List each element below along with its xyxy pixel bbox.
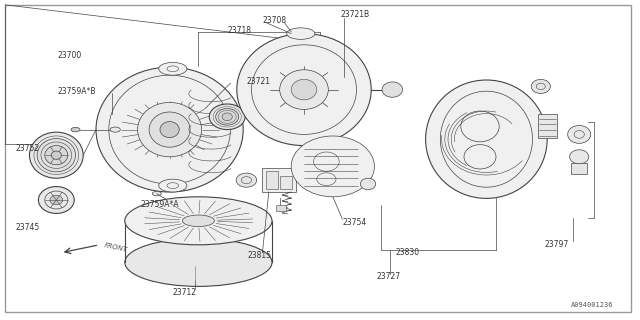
Bar [276, 205, 286, 211]
Ellipse shape [71, 127, 80, 132]
Ellipse shape [236, 173, 257, 187]
Text: 23797: 23797 [545, 240, 569, 249]
Text: 23727: 23727 [376, 272, 401, 281]
Ellipse shape [426, 80, 547, 198]
Bar [538, 114, 557, 138]
Text: A094001236: A094001236 [571, 302, 613, 308]
Text: 23759A*A: 23759A*A [141, 200, 179, 209]
Text: 23815: 23815 [247, 252, 271, 260]
Text: 23830: 23830 [396, 248, 420, 257]
Ellipse shape [51, 151, 61, 159]
Bar [262, 168, 296, 192]
Ellipse shape [45, 146, 68, 165]
Ellipse shape [216, 108, 239, 125]
Ellipse shape [291, 136, 374, 197]
Ellipse shape [159, 179, 187, 192]
Ellipse shape [207, 225, 215, 229]
Ellipse shape [291, 79, 317, 100]
Text: 23721: 23721 [246, 77, 270, 86]
Ellipse shape [50, 195, 63, 205]
Ellipse shape [280, 70, 328, 109]
Ellipse shape [160, 122, 179, 138]
Ellipse shape [287, 28, 315, 39]
Ellipse shape [96, 67, 243, 192]
Bar [280, 176, 292, 189]
Ellipse shape [182, 215, 214, 227]
Text: FRONT: FRONT [104, 242, 128, 252]
Ellipse shape [149, 112, 190, 147]
Ellipse shape [159, 62, 187, 75]
Ellipse shape [360, 178, 376, 190]
Text: 23712: 23712 [172, 288, 196, 297]
Ellipse shape [38, 187, 74, 213]
Ellipse shape [125, 238, 272, 286]
Ellipse shape [29, 132, 83, 178]
Bar [571, 163, 587, 174]
Ellipse shape [37, 139, 76, 172]
Ellipse shape [382, 82, 403, 97]
Text: 23700: 23700 [58, 52, 82, 60]
Bar [266, 171, 278, 189]
Ellipse shape [125, 197, 272, 245]
Ellipse shape [138, 102, 202, 157]
Text: 23721B: 23721B [340, 10, 370, 19]
Ellipse shape [152, 191, 161, 196]
Ellipse shape [237, 34, 371, 146]
Text: 23752: 23752 [16, 144, 40, 153]
Ellipse shape [570, 150, 589, 164]
Text: 23754: 23754 [342, 218, 367, 227]
Ellipse shape [568, 125, 591, 143]
Text: 23708: 23708 [262, 16, 287, 25]
Text: 23745: 23745 [16, 223, 40, 232]
Ellipse shape [110, 127, 120, 132]
Text: 23759A*B: 23759A*B [58, 87, 96, 96]
Ellipse shape [209, 104, 245, 130]
Ellipse shape [531, 79, 550, 93]
Text: 23718: 23718 [228, 26, 252, 35]
Ellipse shape [222, 113, 232, 121]
